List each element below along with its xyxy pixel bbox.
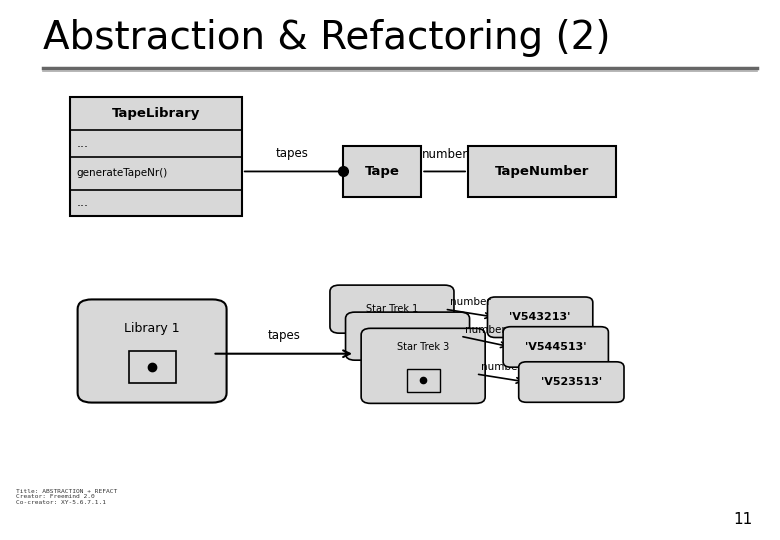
Text: Star Trek 1: Star Trek 1 xyxy=(366,304,418,314)
Text: ...: ... xyxy=(76,197,88,210)
Text: number: number xyxy=(421,147,468,160)
Text: Title: ABSTRACTION + REFACT
Creator: Freemind 2.0
Co-creator: XY-5.6.7.1.1: Title: ABSTRACTION + REFACT Creator: Fre… xyxy=(16,489,117,505)
Text: tapes: tapes xyxy=(268,329,300,342)
Text: number: number xyxy=(449,296,491,307)
FancyBboxPatch shape xyxy=(330,285,454,333)
FancyBboxPatch shape xyxy=(519,362,624,402)
FancyBboxPatch shape xyxy=(78,299,226,403)
Text: TapeLibrary: TapeLibrary xyxy=(112,107,200,120)
Text: number: number xyxy=(465,325,506,335)
FancyBboxPatch shape xyxy=(503,327,608,367)
Text: TapeNumber: TapeNumber xyxy=(495,165,589,178)
Text: 'V543213': 'V543213' xyxy=(509,312,571,322)
Bar xyxy=(129,351,176,383)
Text: generateTapeNr(): generateTapeNr() xyxy=(76,168,168,178)
Text: 11: 11 xyxy=(733,511,753,526)
FancyBboxPatch shape xyxy=(488,297,593,338)
Text: Abstraction & Refactoring (2): Abstraction & Refactoring (2) xyxy=(43,19,611,57)
Text: 'V544513': 'V544513' xyxy=(525,342,587,352)
Bar xyxy=(343,146,421,197)
Text: ...: ... xyxy=(76,137,88,150)
Text: Tape: Tape xyxy=(365,165,399,178)
Bar xyxy=(407,369,440,392)
Text: Library 1: Library 1 xyxy=(124,321,180,335)
Text: Star Trek 3: Star Trek 3 xyxy=(397,342,449,352)
Bar xyxy=(70,97,242,216)
Text: Star Trek 2: Star Trek 2 xyxy=(381,331,434,341)
FancyBboxPatch shape xyxy=(361,328,485,403)
Text: tapes: tapes xyxy=(276,146,309,160)
Bar xyxy=(468,146,616,197)
Text: 'V523513': 'V523513' xyxy=(541,377,602,387)
FancyBboxPatch shape xyxy=(346,312,470,360)
Text: number: number xyxy=(480,361,522,372)
